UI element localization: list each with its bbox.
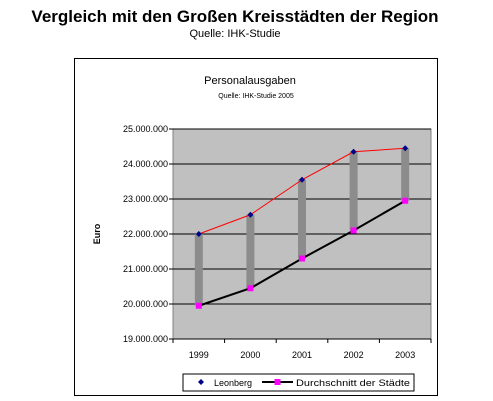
leonberg-point: [299, 176, 305, 183]
y-tick-label: 22.000.000: [123, 229, 168, 239]
legend-label-durchschnitt: Durchschnitt der Städte: [296, 378, 410, 388]
x-tick-label: 2001: [292, 350, 312, 360]
leonberg-point: [350, 148, 357, 155]
y-tick-label: 19.000.000: [123, 334, 168, 344]
x-tick-label: 2000: [240, 350, 260, 360]
leonberg-point: [195, 231, 202, 237]
durchschnitt-point: [402, 197, 409, 204]
leonberg-point: [402, 145, 409, 152]
range-bar: [401, 148, 410, 201]
x-tick-label: 1999: [189, 350, 209, 360]
durchschnitt-point: [195, 302, 202, 309]
range-bar: [194, 234, 203, 306]
legend-marker-durchschnitt: [274, 379, 281, 385]
y-tick-label: 20.000.000: [123, 299, 168, 309]
range-bar: [246, 214, 255, 289]
y-tick-label: 23.000.000: [123, 194, 168, 204]
durchschnitt-point: [350, 227, 357, 234]
range-bar: [349, 151, 358, 231]
y-axis-label: Euro: [92, 223, 102, 244]
chart-subtitle: Quelle: IHK-Studie 2005: [218, 93, 294, 100]
leonberg-point: [247, 211, 254, 218]
durchschnitt-point: [299, 255, 305, 262]
y-tick-label: 24.000.000: [123, 159, 168, 169]
legend-label-leonberg: Leonberg: [214, 378, 252, 388]
range-bar: [298, 179, 306, 259]
durchschnitt-point: [247, 285, 254, 292]
chart-title: Personalausgaben: [204, 75, 296, 87]
y-tick-label: 25.000.000: [123, 124, 168, 134]
x-tick-label: 2003: [395, 350, 415, 360]
page-title: Vergleich mit den Großen Kreisstädten de…: [31, 7, 439, 26]
legend-box: [182, 373, 415, 392]
legend-marker-leonberg: [198, 379, 204, 385]
page-subtitle: Quelle: IHK-Studie: [189, 28, 281, 40]
x-tick-label: 2002: [344, 350, 364, 360]
y-tick-label: 21.000.000: [123, 264, 168, 274]
